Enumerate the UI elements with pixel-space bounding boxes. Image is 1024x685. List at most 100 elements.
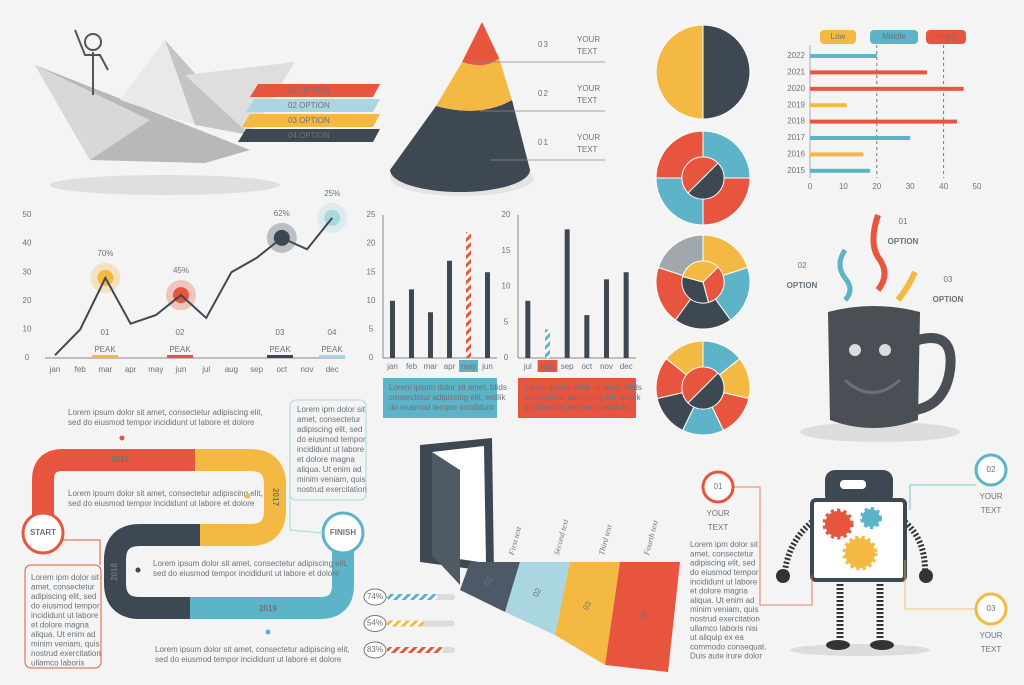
- y-tick-label: 2021: [787, 68, 805, 77]
- timeline-note: Lorem ipsum dolor sit amet, consectetur …: [68, 408, 263, 417]
- boat-option: 03 OPTION: [288, 116, 330, 125]
- robot-note: amet, consectetur: [690, 549, 754, 558]
- decoration: [390, 100, 530, 192]
- timeline-note: sed do eiusmod tempor incididunt ut labo…: [153, 569, 340, 578]
- timeline-note: sed do eiusmod tempor incididunt ut labo…: [68, 418, 255, 427]
- decoration: [902, 519, 928, 571]
- progress-bar: [387, 647, 444, 653]
- cone-text: YOUR: [577, 133, 600, 142]
- annotation: 70%: [97, 249, 113, 258]
- x-tick-label: jul: [201, 365, 210, 374]
- decoration: [195, 449, 286, 546]
- decoration: [24, 564, 102, 669]
- side-note: incididunt ut labore: [297, 445, 365, 454]
- decoration: [974, 453, 1008, 487]
- bar: [810, 119, 957, 124]
- decoration: [702, 24, 751, 120]
- x-tick-label: 10: [839, 182, 848, 191]
- decoration: [462, 22, 499, 66]
- decoration: [790, 644, 930, 656]
- decoration: [555, 562, 620, 665]
- x-tick-label: may: [148, 365, 163, 374]
- bar: [545, 329, 550, 358]
- robot-text: YOUR: [979, 631, 1002, 640]
- decoration: [674, 281, 732, 330]
- boat-option: 04 OPTION: [288, 131, 330, 140]
- side-note: minim veniam, quis: [31, 640, 99, 649]
- bar: [564, 229, 570, 358]
- side-note: aliqua. Ut enim ad: [297, 465, 361, 474]
- decoration: [782, 519, 814, 571]
- peak-text: PEAK: [269, 345, 291, 354]
- decoration: [190, 545, 354, 619]
- decoration: [776, 569, 790, 583]
- progress-bar: [387, 594, 438, 600]
- decoration: [681, 260, 719, 283]
- side-note: amet, consectetur: [31, 583, 95, 592]
- bar: [409, 289, 414, 358]
- decoration: [246, 99, 380, 112]
- peak-text: PEAK: [94, 345, 116, 354]
- y-tick-label: 10: [367, 296, 376, 305]
- x-tick-label: 50: [973, 182, 982, 191]
- decoration: [50, 175, 280, 195]
- x-tick-label: jun: [481, 362, 493, 371]
- y-tick-label: 0: [369, 353, 374, 362]
- bar: [584, 315, 590, 358]
- robot-text: TEXT: [708, 523, 729, 532]
- boat-option: 01 OPTION: [288, 86, 330, 95]
- decoration: [238, 129, 380, 142]
- decoration: [250, 84, 380, 97]
- mug-text: OPTION: [933, 295, 964, 304]
- decoration: [870, 640, 894, 650]
- bar: [810, 54, 877, 58]
- mug-number: 02: [798, 261, 807, 270]
- mug-text: OPTION: [888, 237, 919, 246]
- decoration: [837, 248, 853, 302]
- decoration: [870, 30, 918, 44]
- progress-label: 83%: [367, 645, 383, 654]
- decoration: [21, 511, 65, 555]
- x-tick-label: jan: [386, 362, 398, 371]
- side-note: do eiusmod tempor: [297, 435, 366, 444]
- peak-number: 01: [101, 328, 110, 337]
- bar: [810, 136, 911, 140]
- decoration: [655, 24, 704, 120]
- y-tick-label: 20: [502, 210, 511, 219]
- mug-number: 01: [899, 217, 908, 226]
- x-tick-label: 40: [939, 182, 948, 191]
- y-tick-label: 20: [23, 296, 32, 305]
- robot-text: TEXT: [981, 645, 1002, 654]
- cone-text: TEXT: [577, 96, 598, 105]
- x-tick-label: mar: [99, 365, 113, 374]
- decoration: [84, 33, 102, 51]
- decoration: [185, 62, 295, 135]
- bar: [525, 300, 531, 358]
- x-tick-label: mar: [424, 362, 438, 371]
- cone-text: YOUR: [577, 35, 600, 44]
- side-note: ullamco laboris: [31, 659, 84, 668]
- decoration: [681, 156, 719, 194]
- decoration: [681, 275, 710, 304]
- decoration: [267, 355, 293, 358]
- cone-number: 02: [538, 89, 549, 98]
- robot-text: TEXT: [981, 506, 1002, 515]
- side-note: amet, consectetur: [297, 415, 361, 424]
- side-note: nostrud exercitation: [31, 649, 101, 658]
- x-tick-label: 0: [808, 182, 813, 191]
- start-label: START: [30, 528, 56, 537]
- mug-text: OPTION: [787, 281, 818, 290]
- side-note: nostrud exercitation: [297, 485, 367, 494]
- caption: consectetur adipiscing elit, sedlik: [524, 393, 642, 402]
- x-tick-label: sep: [250, 365, 263, 374]
- robot-number: 01: [714, 482, 723, 491]
- line-series: [54, 217, 333, 356]
- robot-number: 02: [987, 465, 996, 474]
- decoration: [840, 480, 866, 489]
- decoration: [828, 306, 920, 428]
- x-tick-label: feb: [75, 365, 87, 374]
- y-tick-label: 10: [502, 282, 511, 291]
- side-note: et dolore magna: [297, 455, 355, 464]
- caption: do eiusmod tempor incididunt: [524, 403, 629, 412]
